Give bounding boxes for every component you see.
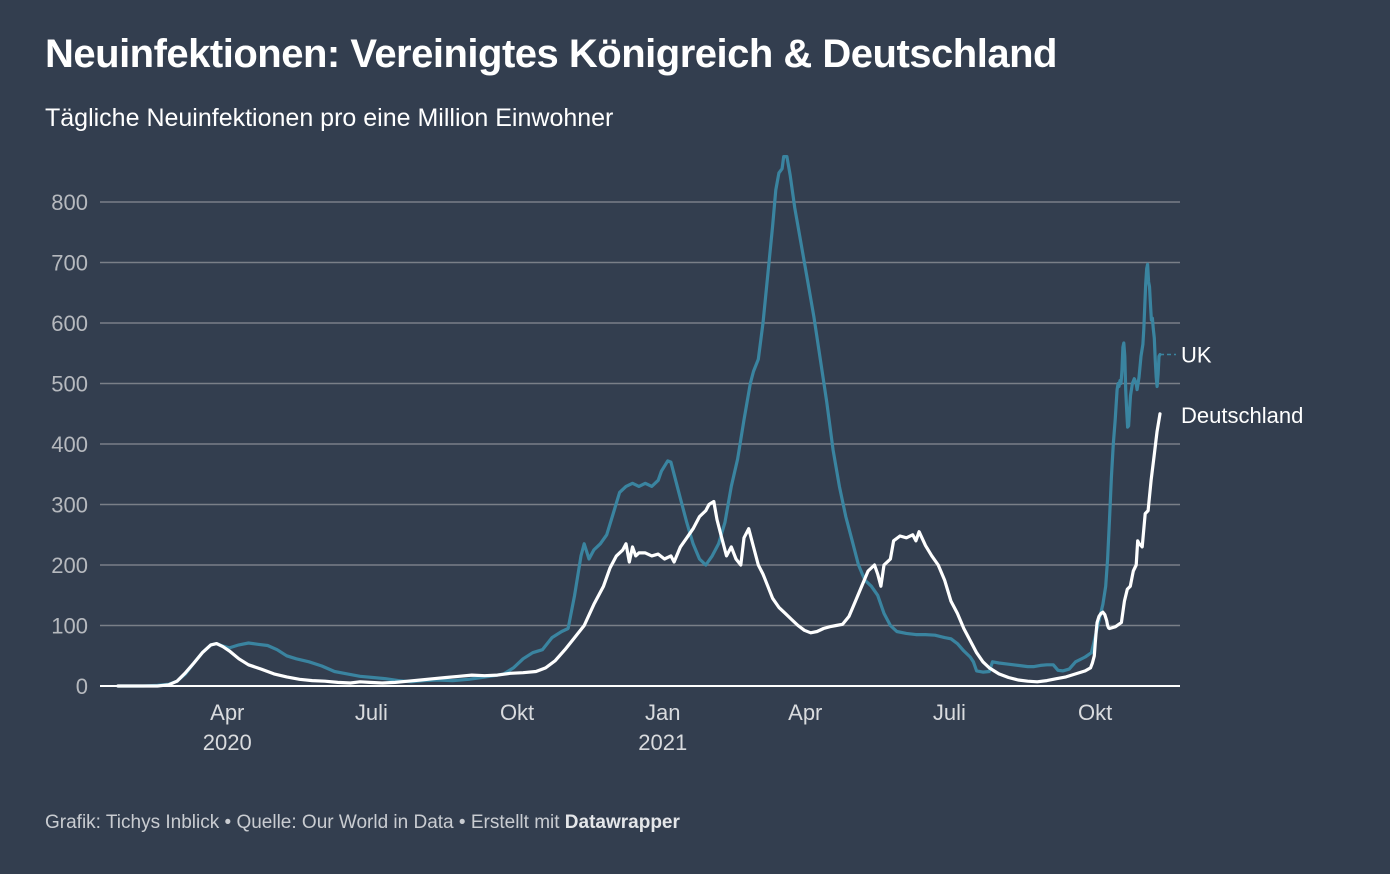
chart-title: Neuinfektionen: Vereinigtes Königreich &… [45,32,1057,76]
x-tick-label: Okt [500,700,534,725]
y-tick-label: 300 [51,493,88,518]
x-axis-ticks: Apr 2020 Juli Okt Jan 2021 Apr Juli Okt [203,700,1112,755]
x-tick-label: Okt [1078,700,1112,725]
x-tick-label: Apr [788,700,822,725]
y-tick-label: 700 [51,251,88,276]
tool-name: Datawrapper [564,812,680,833]
footer-separator: • [453,812,471,833]
series-lines [100,155,1180,688]
chart-subtitle: Tägliche Neuinfektionen pro eine Million… [45,104,614,132]
y-axis-ticks: 0 100 200 300 400 500 600 700 800 [51,190,88,699]
x-tick-year-label: 2021 [638,730,687,755]
x-tick-label: Juli [933,700,966,725]
gridlines [100,201,1180,627]
x-tick-label: Apr [210,700,244,725]
chart-footer: Grafik: Tichys Inblick • Quelle: Our Wor… [45,812,680,834]
y-tick-label: 500 [51,372,88,397]
created-with-label: Erstellt mit [470,812,565,833]
y-tick-label: 600 [51,311,88,336]
series-label-deutschland: Deutschland [1181,403,1303,428]
x-tick-label: Jan [645,700,680,725]
graphic-credit: Grafik: Tichys Inblick [45,812,220,833]
series-label-uk: UK [1181,342,1212,367]
y-tick-label: 800 [51,190,88,215]
footer-separator: • [219,812,237,833]
series-line-uk [116,155,1162,688]
y-tick-label: 0 [76,674,88,699]
y-tick-label: 100 [51,614,88,639]
x-tick-year-label: 2020 [203,730,252,755]
series-line-deutschland [116,412,1162,688]
source-credit: Quelle: Our World in Data [236,812,454,833]
y-tick-label: 400 [51,432,88,457]
y-tick-label: 200 [51,553,88,578]
series-labels: UK Deutschland [1160,342,1303,428]
x-tick-label: Juli [355,700,388,725]
